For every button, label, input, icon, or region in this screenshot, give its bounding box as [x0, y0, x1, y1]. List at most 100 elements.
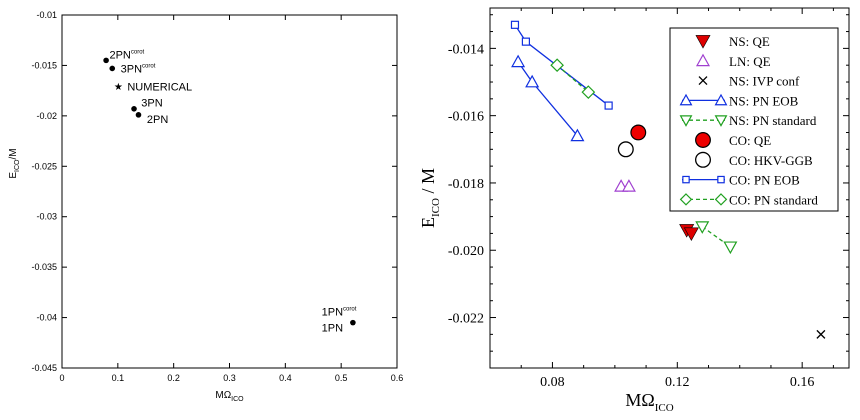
x-tick-label: 0.2 [167, 373, 180, 383]
data-point [570, 128, 585, 142]
y-axis-label-main: E [418, 217, 438, 228]
point-label-main: 2PN [147, 114, 168, 126]
data-point [525, 74, 540, 88]
point-label: 2PNcorot [109, 49, 144, 61]
legend-marker [695, 132, 711, 148]
legend-marker [682, 175, 690, 184]
data-point [683, 227, 699, 242]
legend-marker [714, 93, 728, 106]
cross-stroke [816, 329, 826, 339]
point-label: 3PNcorot [121, 63, 156, 75]
legend-marker [695, 35, 711, 49]
legend-marker [679, 193, 693, 206]
point-label: 2PN [147, 114, 168, 126]
data-point [723, 241, 738, 255]
legend-label: NS: QE [729, 34, 770, 49]
legend-marker [679, 115, 693, 127]
y-tick-label: -0.020 [448, 244, 484, 259]
x-axis-label-main: MΩ [215, 390, 231, 401]
point-label-main: 3PN [121, 63, 142, 75]
data-point [695, 221, 710, 234]
x-axis-label: MΩICO [625, 390, 673, 414]
data-point [550, 58, 564, 73]
right-panel: 0.08 0.12 0.16 -0.022 -0.020 -0.018 -0.016 -0.0… [418, 7, 850, 414]
y-axis-label-main: E [8, 172, 19, 179]
x-tick-label: 0.5 [335, 373, 348, 383]
y-tick-label: -0.015 [31, 60, 57, 70]
legend-label: CO: QE [729, 133, 771, 148]
legend-marker [717, 175, 725, 184]
legend-label: CO: PN EOB [729, 173, 800, 188]
x-tick-label: 0.16 [790, 375, 815, 390]
x-tick-label: 0.6 [391, 373, 404, 383]
x-tick-label: 0.4 [279, 373, 292, 383]
legend-label: NS: PN EOB [729, 93, 799, 108]
y-tick-label: -0.018 [448, 177, 484, 192]
legend-label: NS: IVP conf [729, 74, 800, 89]
data-point [816, 329, 826, 339]
data-point [617, 141, 634, 158]
x-tick-label: 0.12 [665, 375, 690, 390]
legend-marker [714, 193, 728, 206]
y-axis-label-sub: ICO [14, 159, 21, 172]
legend-label: CO: PN standard [729, 192, 818, 207]
legend-label: CO: HKV-GGB [729, 153, 813, 168]
data-point [350, 319, 356, 326]
y-tick-label: -0.045 [31, 363, 57, 373]
point-label-sup: corot [343, 307, 357, 313]
cross-stroke [698, 76, 708, 86]
point-label-main: 1PN [322, 307, 343, 319]
legend-label: LN: QE [729, 54, 771, 69]
data-point [630, 124, 647, 141]
left-panel: 0 0.1 0.2 0.3 0.4 0.5 0.6 -0.045 -0.04 -0.035 -0.0… [8, 10, 403, 403]
y-axis-label-sub: ICO [430, 198, 442, 217]
y-tick-label: -0.025 [31, 161, 57, 171]
y-tick-label: -0.035 [31, 262, 57, 272]
x-tick-label: 0.3 [223, 373, 236, 383]
point-label: 1PNcorot [322, 307, 357, 319]
data-point [109, 65, 116, 72]
data-point [581, 85, 596, 99]
data-point [131, 105, 137, 112]
point-label: 3PN [141, 98, 162, 110]
point-label-main: 3PN [141, 98, 162, 110]
y-axis-label-tail: / M [418, 168, 438, 198]
y-axis-label-tail: /M [8, 148, 19, 159]
y-tick-label: -0.02 [36, 111, 57, 121]
legend-label: NS: PN standard [729, 113, 817, 128]
x-tick-label: 0 [59, 373, 64, 383]
x-axis-label-main: MΩ [625, 390, 654, 410]
point-label: NUMERICAL [127, 82, 192, 94]
y-tick-label: -0.03 [36, 212, 57, 222]
x-axis-label-sub: ICO [655, 402, 674, 414]
x-tick-label: 0.08 [540, 375, 565, 390]
point-label-sup: corot [142, 63, 156, 69]
series-line [517, 61, 578, 137]
point-label-main: NUMERICAL [127, 82, 192, 94]
y-tick-label: -0.01 [36, 10, 57, 20]
plot-frame [489, 7, 850, 369]
data-point-star: ★ [114, 82, 123, 93]
y-axis-label: EICO/M [8, 148, 21, 178]
data-point [511, 54, 526, 68]
y-axis-label: EICO / M [418, 168, 442, 228]
y-tick-label: -0.022 [448, 312, 484, 327]
legend-marker [714, 115, 728, 127]
point-label-main: 2PN [109, 49, 130, 61]
data-point [521, 37, 531, 46]
y-tick-label: -0.04 [36, 313, 57, 323]
y-tick-label: -0.014 [448, 42, 484, 57]
point-label: 1PN [322, 323, 343, 335]
x-axis-label-sub: ICO [231, 396, 244, 403]
legend-box [669, 27, 839, 212]
data-point [604, 101, 613, 110]
legend-marker [695, 53, 711, 67]
point-label-sup: corot [131, 49, 145, 55]
legend-marker [698, 76, 708, 86]
data-point [103, 57, 109, 64]
legend-marker [679, 93, 693, 106]
data-point [621, 179, 636, 192]
legend: NS: QE LN: QE NS: IVP conf NS: PN EOB NS: PN… [669, 27, 839, 212]
data-point [510, 20, 520, 29]
